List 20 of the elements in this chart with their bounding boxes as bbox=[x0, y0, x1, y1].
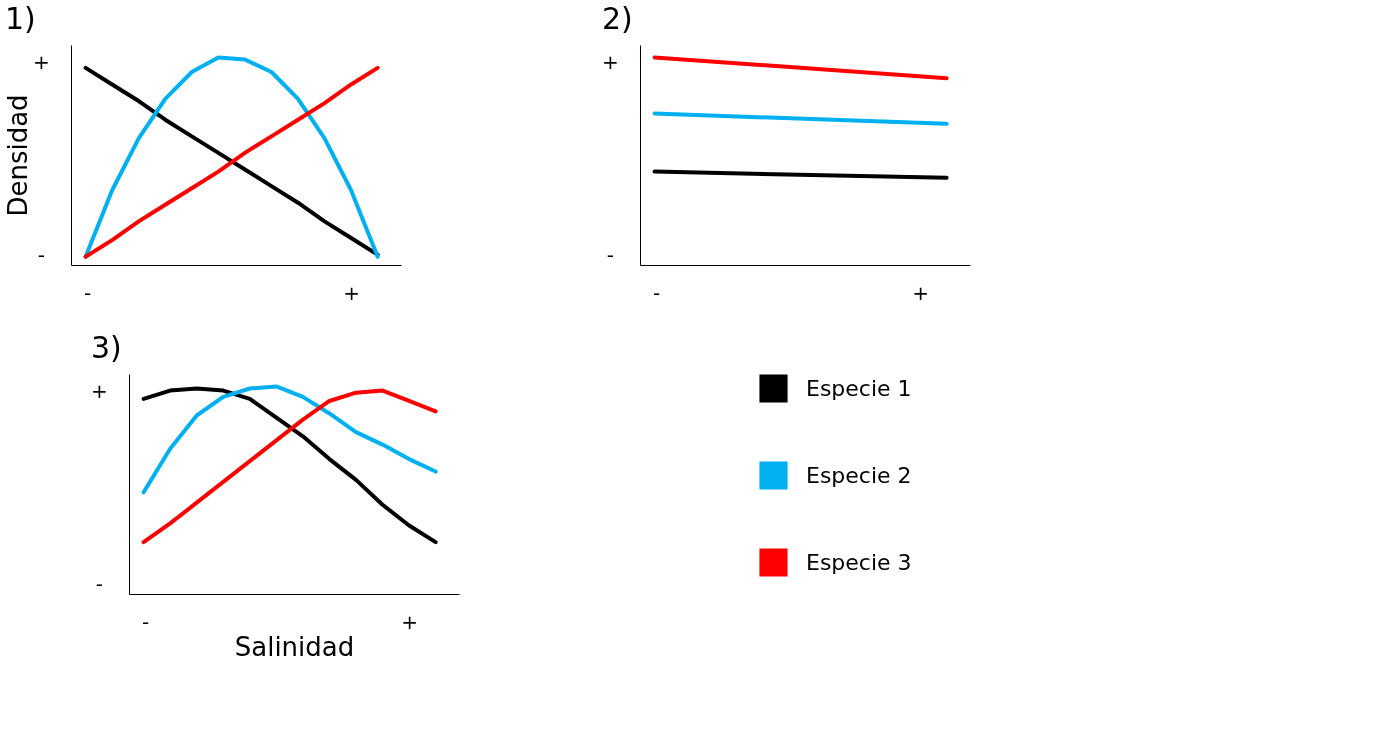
y-axis-title: Densidad bbox=[2, 94, 33, 217]
chart-title: 3) bbox=[90, 330, 122, 365]
text: - bbox=[83, 280, 92, 305]
text: - bbox=[652, 280, 661, 305]
text: + bbox=[401, 609, 418, 634]
annotation: - bbox=[606, 243, 614, 268]
text: + bbox=[90, 378, 108, 403]
legend-label: Especie 3 bbox=[806, 549, 912, 575]
legend-label: Especie 1 bbox=[806, 375, 912, 401]
text: + bbox=[32, 49, 50, 74]
chart-title: 2) bbox=[601, 1, 633, 36]
text: + bbox=[912, 280, 929, 305]
legend-label: Especie 2 bbox=[806, 462, 912, 488]
text: + bbox=[343, 280, 360, 305]
text: - bbox=[37, 243, 45, 268]
text: - bbox=[95, 572, 103, 597]
text: - bbox=[141, 609, 150, 634]
annotation: + bbox=[601, 49, 619, 74]
chart-title: 1) bbox=[5, 1, 36, 36]
x-axis-title: Salinidad bbox=[234, 631, 355, 662]
